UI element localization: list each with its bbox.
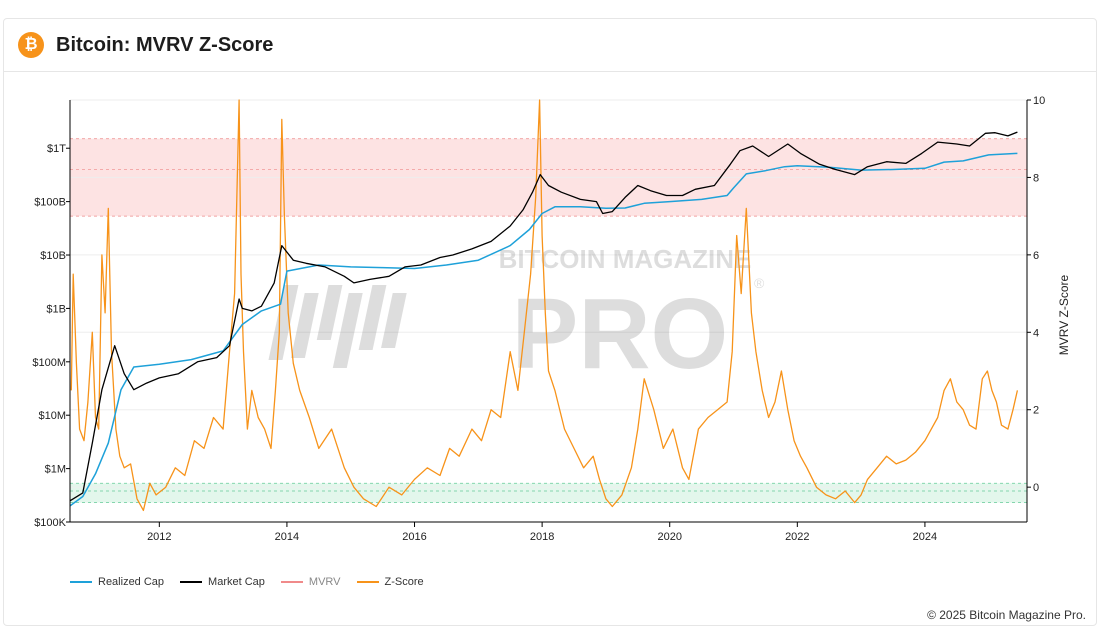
y-right-tick-label: 6 bbox=[1033, 250, 1039, 262]
legend-swatch-realized-cap bbox=[70, 581, 92, 583]
y-left-tick-label: $1T bbox=[47, 143, 66, 155]
x-tick-label: 2016 bbox=[402, 531, 426, 543]
y-right-tick-label: 10 bbox=[1033, 95, 1045, 107]
legend-item-realized-cap[interactable]: Realized Cap bbox=[70, 576, 164, 588]
legend-item-z-score[interactable]: Z-Score bbox=[356, 576, 424, 588]
y-left-tick-label: $1B bbox=[46, 303, 66, 315]
series-line-market-cap bbox=[69, 131, 1018, 502]
page-title: Bitcoin: MVRV Z-Score bbox=[56, 33, 274, 56]
chart-header: ₿ Bitcoin: MVRV Z-Score bbox=[4, 19, 1096, 72]
watermark-registered-mark: ® bbox=[754, 275, 765, 291]
watermark: BITCOIN MAGAZINE PRO ® bbox=[268, 244, 765, 390]
y-right-tick-label: 2 bbox=[1033, 405, 1039, 417]
watermark-logo-bar bbox=[358, 285, 387, 350]
y-left-tick-label: $10B bbox=[40, 250, 66, 262]
y-right-axis-label: MVRV Z-Score bbox=[1057, 274, 1071, 355]
chart-card: ₿ Bitcoin: MVRV Z-Score bbox=[3, 18, 1097, 626]
x-tick-label: 2022 bbox=[785, 531, 809, 543]
y-right-tick-label: 4 bbox=[1033, 327, 1039, 339]
y-left-tick-label: $100K bbox=[34, 517, 66, 529]
watermark-logo-bar bbox=[268, 285, 299, 360]
copyright-credit: © 2025 Bitcoin Magazine Pro. bbox=[927, 608, 1086, 622]
legend-label-market-cap: Market Cap bbox=[208, 576, 265, 588]
y-left-tick-label: $100M bbox=[32, 357, 66, 369]
watermark-logo-bar bbox=[332, 293, 363, 368]
y-right-tick-label: 0 bbox=[1033, 482, 1039, 494]
legend-item-market-cap[interactable]: Market Cap bbox=[180, 576, 265, 588]
watermark-logo-bar bbox=[290, 293, 319, 358]
band-bottom bbox=[70, 483, 1027, 503]
x-tick-label: 2014 bbox=[275, 531, 299, 543]
x-tick-label: 2012 bbox=[147, 531, 171, 543]
watermark-logo-bar bbox=[381, 293, 407, 348]
legend-swatch-z-score bbox=[356, 581, 379, 583]
chart-legend: Realized Cap Market Cap MVRV Z-Score bbox=[70, 576, 440, 588]
bitcoin-icon: ₿ bbox=[18, 32, 44, 58]
legend-label-mvrv: MVRV bbox=[308, 576, 341, 588]
watermark-text-top: BITCOIN MAGAZINE bbox=[499, 244, 752, 274]
y-right-tick-label: 8 bbox=[1033, 172, 1039, 184]
y-left-tick-label: $10M bbox=[38, 410, 66, 422]
x-tick-label: 2018 bbox=[530, 531, 554, 543]
watermark-logo-bar bbox=[316, 285, 343, 340]
legend-swatch-market-cap bbox=[180, 581, 203, 583]
y-left-tick-label: $100B bbox=[34, 197, 66, 209]
watermark-text-pro: PRO bbox=[512, 278, 729, 390]
x-tick-label: 2020 bbox=[657, 531, 681, 543]
legend-label-z-score: Z-Score bbox=[384, 576, 424, 588]
series-line-z-score bbox=[70, 99, 1019, 512]
legend-swatch-mvrv bbox=[280, 581, 303, 583]
legend-label-realized-cap: Realized Cap bbox=[98, 576, 165, 588]
legend-item-mvrv[interactable]: MVRV bbox=[280, 576, 341, 588]
y-left-tick-label: $1M bbox=[45, 464, 66, 476]
x-tick-label: 2024 bbox=[913, 531, 937, 543]
